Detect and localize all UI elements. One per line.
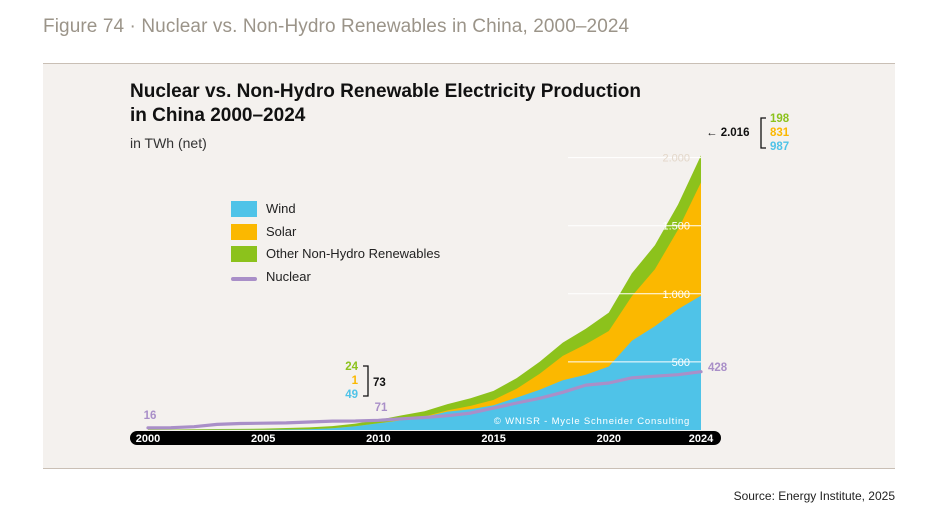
figure-caption: Figure 74 · Nuclear vs. Non-Hydro Renewa…: [43, 16, 630, 37]
annotation-2010-total: 73: [373, 377, 386, 389]
xtick-label-2024: 2024: [689, 433, 714, 445]
annotation-2010-other: 24: [345, 361, 358, 373]
chart-title-line-1: Nuclear vs. Non-Hydro Renewable Electric…: [130, 81, 642, 102]
ytick-label-500: 500: [672, 357, 690, 369]
annotation-nuclear-2000: 16: [144, 410, 157, 422]
annotation-2024-wind: 987: [770, 141, 789, 153]
source-note: Source: Energy Institute, 2025: [733, 489, 895, 503]
xtick-label-2020: 2020: [597, 433, 621, 445]
legend-swatch-other: [231, 246, 257, 262]
xtick-label-2005: 2005: [251, 433, 275, 445]
ytick-label-2000: 2.000: [662, 153, 690, 165]
ytick-label-1000: 1.000: [662, 289, 690, 301]
legend-label-wind: Wind: [266, 201, 296, 216]
annotation-2010-nuclear: 71: [375, 402, 388, 414]
annotation-2010-solar: 1: [352, 375, 359, 387]
xtick-label-2010: 2010: [366, 433, 390, 445]
annotation-2024-bracket: [760, 117, 766, 149]
legend-swatch-wind: [231, 201, 257, 217]
area-solar: [148, 182, 701, 430]
watermark: © WNISR - Mycle Schneider Consulting: [494, 416, 690, 427]
legend-label-other: Other Non-Hydro Renewables: [266, 246, 441, 261]
x-axis-bar: [130, 431, 721, 445]
ytick-label-1500: 1.500: [662, 221, 690, 233]
area-wind: [148, 295, 701, 430]
annotation-2024-solar: 831: [770, 127, 790, 139]
annotation-2010-wind: 49: [345, 389, 358, 401]
annotation-2024-other: 198: [770, 113, 790, 125]
legend-label-solar: Solar: [266, 223, 297, 239]
annotation-2024-nuclear: 428: [708, 362, 728, 374]
annotation-2010-bracket: [363, 365, 369, 397]
chart-title-line-2: in China 2000–2024: [130, 105, 306, 126]
xtick-label-2015: 2015: [481, 433, 505, 445]
legend-swatch-nuclear: [231, 276, 257, 281]
annotation-2024-total: ← 2.016: [706, 127, 749, 139]
nuclear-line: [146, 370, 703, 430]
xtick-label-2000: 2000: [136, 433, 160, 445]
chart-title: Nuclear vs. Non-Hydro Renewable Electric…: [130, 80, 641, 128]
legend-swatch-solar: [231, 223, 257, 240]
unit-label: in TWh (net): [130, 135, 207, 151]
legend-label-nuclear: Nuclear: [266, 268, 311, 284]
